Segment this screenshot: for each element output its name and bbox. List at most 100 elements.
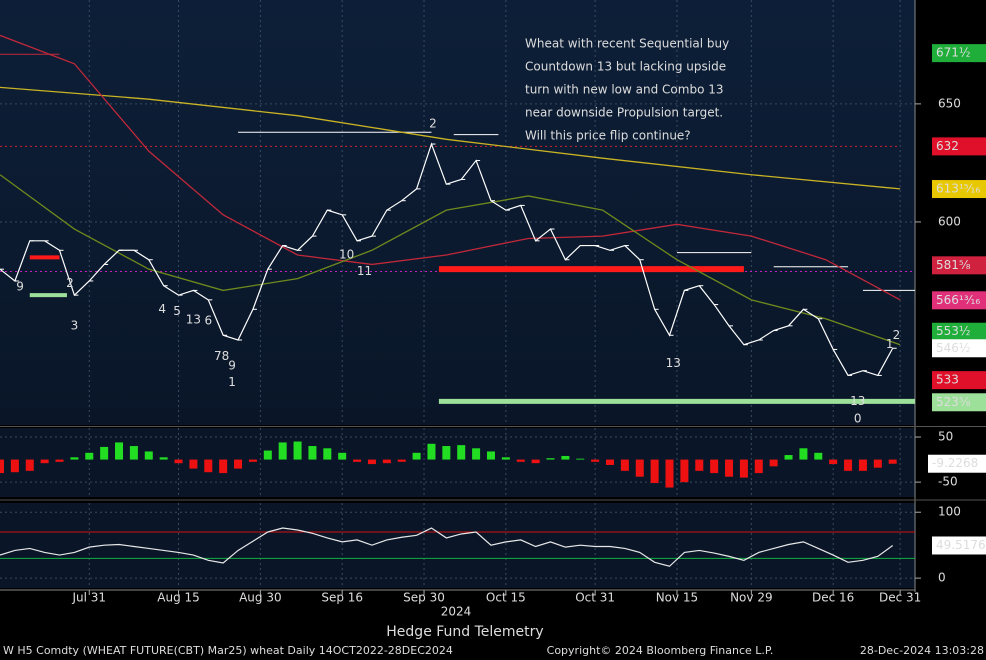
y-tick-label: 0 <box>938 571 946 585</box>
hist-bar <box>25 459 34 471</box>
price-tag-label: 581⁵⁄₈ <box>936 258 971 272</box>
note-line: near downside Propulsion target. <box>525 106 723 120</box>
count-label: 13 <box>666 356 681 370</box>
count-label: 0 <box>854 412 862 426</box>
hist-bar <box>561 455 570 460</box>
hist-bar <box>501 457 510 460</box>
osc-panel <box>0 428 915 497</box>
price-tag <box>932 393 986 412</box>
hist-bar <box>174 459 183 464</box>
moving-average <box>0 174 901 346</box>
x-tick-label: Dec 16 <box>812 591 854 605</box>
x-tick-label: Nov 15 <box>656 591 699 605</box>
count-label: 13 <box>850 394 865 408</box>
x-tick-label: Oct 15 <box>486 591 526 605</box>
hist-bar <box>546 458 555 460</box>
value-tag-label: -9.2268 <box>932 456 978 470</box>
price-tag-label: 553½ <box>936 324 971 338</box>
rsi-panel <box>0 503 915 588</box>
note-line: turn with new low and Combo 13 <box>525 83 724 97</box>
x-tick-label: Jul 31 <box>71 591 106 605</box>
count-label: 1 <box>228 375 236 389</box>
x-tick-label: Sep 16 <box>321 591 363 605</box>
price-tag-label: 632 <box>936 139 959 153</box>
count-label: 5 <box>173 304 181 318</box>
hist-bar <box>725 459 734 477</box>
value-tag-label: 49.5176 <box>936 538 986 552</box>
y-tick-label: -50 <box>938 475 958 489</box>
x-tick-label: Aug 15 <box>157 591 200 605</box>
hist-bar <box>0 459 4 474</box>
x-tick-label: Dec 31 <box>879 591 921 605</box>
hist-bar <box>189 459 198 469</box>
price-tag <box>932 256 986 275</box>
hist-bar <box>620 459 629 471</box>
hist-bar <box>516 459 525 462</box>
hist-bar <box>293 441 302 460</box>
price-tag-label: 546½ <box>936 341 971 355</box>
hist-bar <box>472 448 481 460</box>
hist-bar <box>234 459 243 469</box>
hist-bar <box>606 459 614 465</box>
hist-bar <box>204 459 213 473</box>
hist-bar <box>70 457 79 460</box>
hist-bar <box>888 459 897 464</box>
hist-bar <box>442 446 451 460</box>
count-label: 4 <box>158 302 166 316</box>
hist-bar <box>635 459 644 477</box>
hist-bar <box>873 459 882 468</box>
count-label: 2 <box>429 116 437 130</box>
hist-bar <box>115 442 124 460</box>
price-tag <box>932 339 986 358</box>
x-tick-label: Sep 30 <box>403 591 445 605</box>
price-tag-label: 613¹⁵⁄₁₆ <box>936 182 980 196</box>
price-tag-label: 671½ <box>936 46 971 60</box>
count-label: 6 <box>204 314 212 328</box>
hist-bar <box>695 459 704 471</box>
value-tag <box>932 536 986 555</box>
hist-bar <box>814 452 823 460</box>
hist-bar <box>248 459 257 462</box>
hist-bar <box>382 459 391 464</box>
hist-bar <box>665 459 674 488</box>
footer-left: W H5 Comdty (WHEAT FUTURE(CBT) Mar25) wh… <box>3 644 453 657</box>
moving-average <box>0 34 901 301</box>
price-tag-label: 566¹³⁄₁₆ <box>936 293 980 307</box>
count-label: 1 <box>886 337 894 351</box>
hist-bar <box>412 452 421 460</box>
x-tick-label: Oct 31 <box>575 591 615 605</box>
value-tag <box>928 454 986 473</box>
hist-bar <box>844 459 853 471</box>
count-label: 78 <box>214 349 229 363</box>
hist-bar <box>457 445 466 460</box>
hist-bar <box>278 442 287 460</box>
hist-bar <box>85 452 94 460</box>
y-tick-label: 100 <box>938 505 961 519</box>
price-tag <box>932 44 986 63</box>
hist-bar <box>323 448 332 460</box>
hist-bar <box>650 459 659 484</box>
hist-bar <box>427 443 436 460</box>
count-label: 2 <box>893 328 901 342</box>
y-tick-label: 650 <box>938 96 961 110</box>
count-label: 10 <box>339 248 354 262</box>
moving-average <box>0 86 901 190</box>
price-tag <box>932 371 986 390</box>
hist-bar <box>397 459 406 462</box>
note-line: Will this price flip continue? <box>525 129 691 143</box>
hist-bar <box>338 452 347 460</box>
hist-bar <box>769 459 778 467</box>
hist-bar <box>576 458 585 460</box>
hist-bar <box>353 459 362 462</box>
y-tick-label: 50 <box>938 430 953 444</box>
hist-bar <box>10 459 19 473</box>
x-axis-year: 2024 <box>441 605 472 619</box>
hist-bar <box>829 459 838 465</box>
count-label: 2 <box>66 276 74 290</box>
note-line: Wheat with recent Sequential buy <box>525 37 729 51</box>
count-label: 11 <box>357 264 372 278</box>
hist-bar <box>367 459 376 465</box>
hist-bar <box>55 459 64 462</box>
price-tag <box>932 291 986 310</box>
